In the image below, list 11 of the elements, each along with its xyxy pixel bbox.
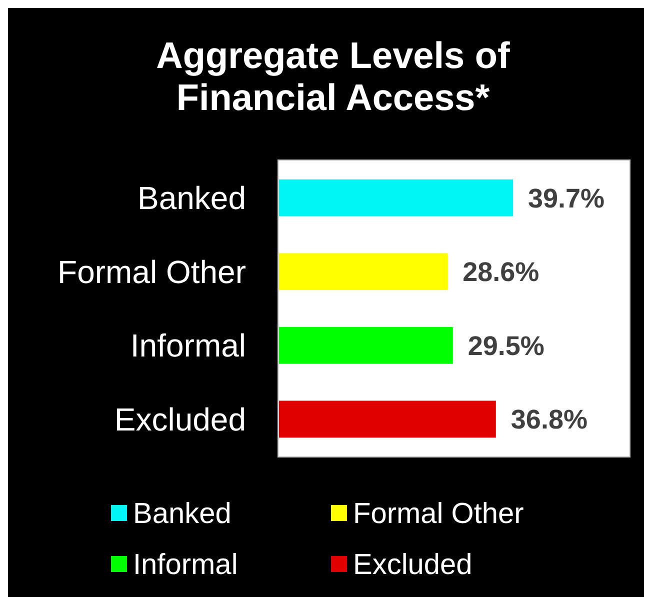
data-label: 29.5% (468, 330, 544, 361)
y-tick-label: Excluded (114, 401, 246, 438)
data-label: 36.8% (510, 404, 588, 435)
data-label: 28.6% (462, 257, 540, 288)
legend-label: Excluded (353, 549, 472, 582)
chart-title: Aggregate Levels of Financial Access* (156, 35, 510, 118)
y-tick-label: Formal Other (58, 254, 246, 290)
y-tick-label: Banked (137, 180, 246, 216)
data-label: 39.7% (528, 183, 605, 214)
legend-label: Formal Other (353, 498, 524, 530)
y-tick-label: Informal (130, 328, 246, 364)
